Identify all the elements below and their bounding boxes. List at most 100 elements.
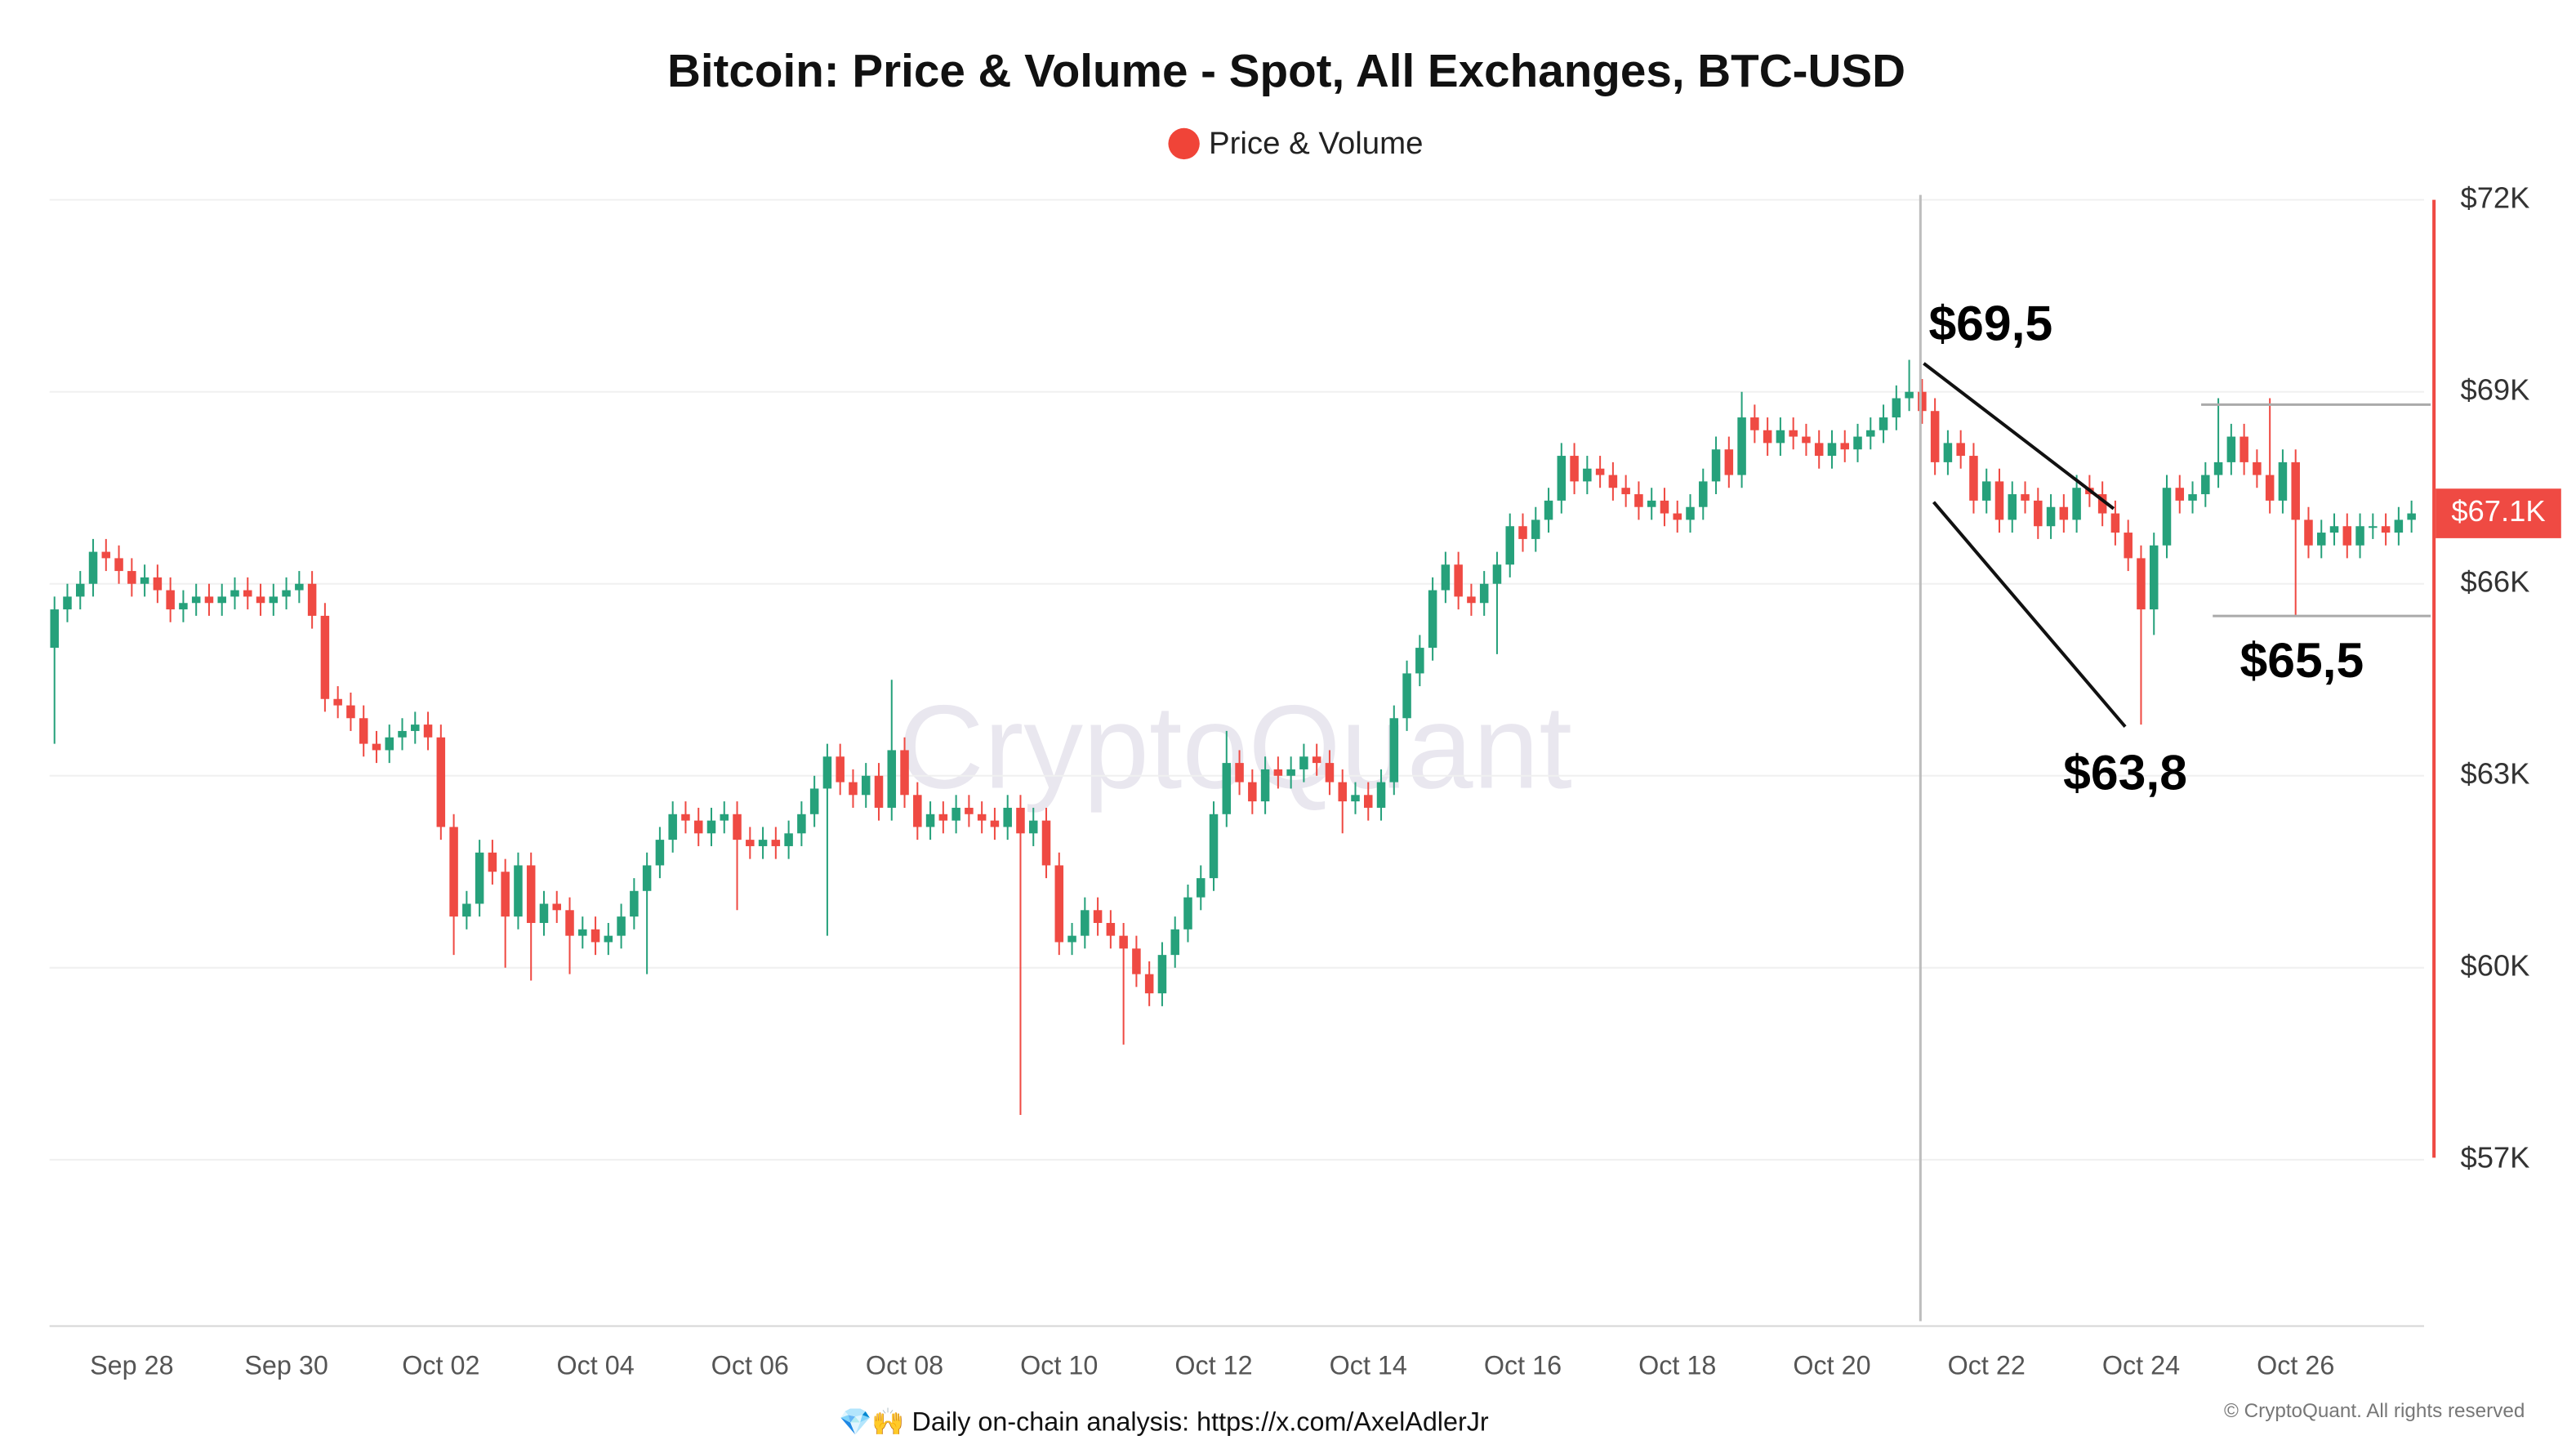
x-tick-label: Oct 06: [711, 1351, 789, 1380]
candle-body: [346, 705, 355, 719]
candle-body: [2097, 494, 2107, 514]
candle-body: [501, 872, 510, 917]
candle-body: [1235, 763, 1244, 782]
candle-body: [153, 577, 163, 591]
candle-body: [1415, 648, 1424, 674]
candle-body: [1338, 782, 1347, 802]
candle-body: [423, 724, 433, 738]
candle-body: [1505, 526, 1514, 565]
candle-body: [1351, 795, 1360, 802]
candle-body: [1724, 449, 1734, 475]
candle-body: [2034, 500, 2043, 527]
x-tick-label: Oct 14: [1330, 1351, 1407, 1380]
x-tick-label: Sep 28: [90, 1351, 173, 1380]
legend-marker: [1168, 127, 1200, 160]
candle-body: [1737, 417, 1746, 475]
candle-body: [771, 840, 781, 846]
candle-body: [836, 756, 845, 782]
watermark: CryptoQuant: [898, 680, 1572, 813]
candle-body: [217, 596, 226, 604]
candle-body: [784, 833, 793, 846]
candle-body: [1660, 500, 1669, 514]
candle-body: [1557, 456, 1567, 501]
candle-body: [1583, 468, 1592, 482]
candle-body: [2188, 494, 2197, 501]
candle-body: [630, 890, 639, 917]
candle-body: [746, 840, 755, 846]
candle-body: [1673, 513, 1682, 520]
candle-body: [166, 590, 175, 610]
candle-body: [320, 615, 330, 699]
candle-body: [1570, 456, 1579, 482]
candle-body: [604, 935, 613, 943]
candle-body: [1454, 564, 1463, 597]
candle-body: [1479, 583, 1489, 604]
x-tick-label: Oct 24: [2102, 1351, 2180, 1380]
candle-body: [514, 865, 523, 917]
candle-body: [1892, 398, 1901, 418]
candle-body: [1196, 878, 1206, 898]
candle-body: [2110, 513, 2120, 533]
candle-body: [539, 903, 549, 923]
candle-body: [2201, 475, 2210, 495]
candle-body: [436, 737, 446, 827]
candle-body: [2407, 513, 2416, 520]
candle-body: [925, 814, 935, 827]
candle-body: [1518, 526, 1527, 539]
annotation: $65,5: [2240, 632, 2364, 688]
candle-body: [1028, 820, 1038, 834]
candle-body: [88, 551, 98, 584]
candle-body: [887, 750, 897, 808]
candle-body: [1492, 564, 1502, 584]
candle-body: [1595, 468, 1605, 475]
candle-body: [1544, 500, 1553, 520]
candle-body: [2329, 526, 2339, 533]
candle-body: [1905, 391, 1914, 399]
candle-body: [179, 603, 188, 610]
candle-body: [797, 814, 806, 834]
candle-body: [2046, 506, 2056, 527]
plot-area: [49, 198, 2424, 1161]
candle-body: [668, 814, 677, 840]
candle-body: [230, 590, 239, 597]
candle-body: [1467, 596, 1476, 604]
candle-body: [1402, 673, 1411, 719]
candle-body: [1608, 475, 1618, 488]
candle-body: [2008, 494, 2017, 520]
candle-body: [282, 590, 291, 597]
footer: 💎🙌 Daily on-chain analysis: https://x.co…: [839, 1407, 1489, 1436]
candle-body: [1441, 564, 1451, 591]
x-tick-label: Oct 02: [402, 1351, 479, 1380]
candle-body: [1686, 506, 1695, 520]
candle-body: [2137, 558, 2146, 610]
candle-body: [101, 551, 111, 559]
candle-body: [655, 840, 665, 866]
chart-title: Bitcoin: Price & Volume - Spot, All Exch…: [667, 45, 1905, 96]
candle-body: [1376, 782, 1386, 808]
candle-body: [1093, 910, 1103, 923]
candle-body: [63, 596, 72, 610]
candle-body: [1647, 500, 1656, 507]
legend-label: Price & Volume: [1209, 126, 1424, 161]
candle-body: [1299, 756, 1308, 769]
candle-body: [849, 782, 858, 796]
candle-body: [1248, 782, 1257, 802]
last-price-label: $67.1K: [2451, 494, 2545, 528]
y-tick-label: $69K: [2460, 372, 2529, 406]
candle-body: [372, 743, 381, 751]
candle-body: [243, 590, 252, 597]
y-tick-label: $63K: [2460, 756, 2529, 790]
x-tick-label: Oct 18: [1638, 1351, 1716, 1380]
candle-body: [1634, 494, 1643, 507]
candle-body: [449, 827, 458, 917]
candle-body: [1956, 443, 1965, 457]
x-tick-label: Sep 30: [244, 1351, 328, 1380]
candle-body: [1994, 481, 2004, 520]
candle-body: [1003, 807, 1012, 827]
candle-body: [488, 852, 497, 872]
x-tick-label: Oct 12: [1174, 1351, 1252, 1380]
trend-line: [1932, 501, 2127, 728]
last-price-tag: [2436, 488, 2561, 538]
